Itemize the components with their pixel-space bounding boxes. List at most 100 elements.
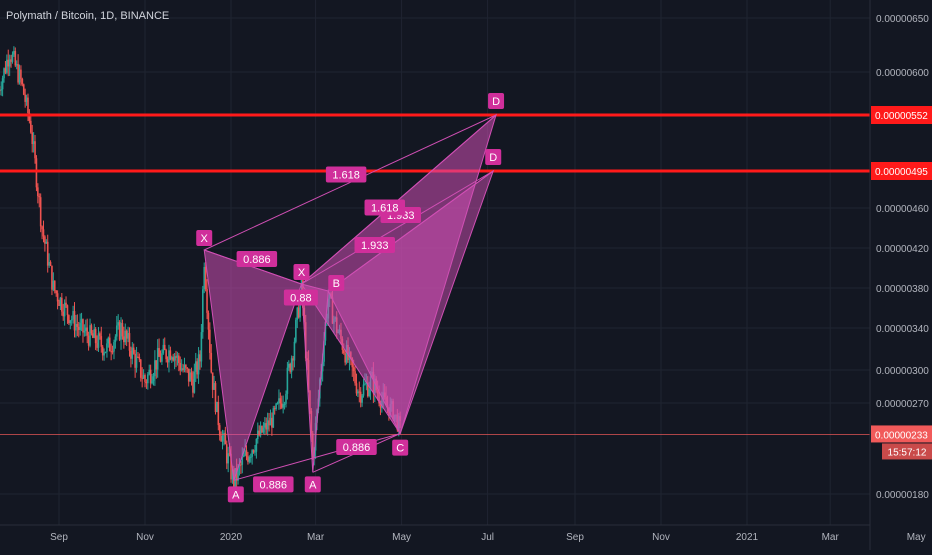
candle-body	[72, 311, 74, 320]
candle-body	[297, 307, 300, 318]
candle-body	[128, 333, 131, 351]
candle-body	[240, 464, 242, 466]
candle-body	[211, 372, 214, 390]
candle-body	[117, 322, 120, 326]
candle-body	[86, 327, 88, 336]
candle-body	[45, 241, 48, 244]
candle-body	[379, 403, 382, 408]
price-axis-label: 0.00000300	[876, 366, 929, 377]
candle-body	[152, 376, 155, 381]
candle-body	[116, 325, 118, 337]
candle-body	[92, 333, 94, 338]
candle-body	[10, 59, 12, 62]
pattern-ratio-label-bg	[283, 289, 318, 306]
candle-body	[62, 311, 65, 317]
harmonic-patterns[interactable]: X A X B A C D D 0.886 0.886 0.88 0.886 1.618 1.933 1.6…	[196, 93, 505, 503]
candle-body	[68, 315, 70, 324]
pattern2-bd-line	[327, 170, 494, 292]
time-axis-label: Sep	[566, 532, 584, 543]
pattern-point-label-bg	[304, 476, 321, 493]
pattern-point-label-bg	[328, 275, 345, 291]
candle-body	[192, 379, 194, 393]
candle-body	[248, 457, 251, 462]
candle-body	[124, 330, 127, 343]
candle-body	[199, 354, 201, 362]
candle-body	[18, 69, 21, 83]
candle-body	[182, 368, 184, 371]
candle-body	[127, 333, 129, 339]
candle-body	[275, 403, 277, 409]
candle-body	[151, 380, 153, 384]
candle-body	[59, 297, 62, 306]
price-axis-label: 0.00000380	[876, 284, 929, 295]
candle-body	[6, 59, 8, 73]
pattern-ratio-label-bg	[325, 166, 367, 183]
candle-body	[203, 266, 206, 290]
current-price-tag	[871, 425, 932, 443]
candle-body	[51, 265, 53, 290]
candle-body	[125, 330, 128, 339]
candle-body	[149, 369, 152, 384]
candle-body	[27, 97, 29, 114]
candle-body	[207, 312, 210, 330]
time-axis-label: May	[392, 532, 411, 543]
candle-body	[323, 340, 325, 362]
candle-body	[34, 141, 36, 159]
candle-body	[1, 78, 4, 90]
candle-body	[283, 403, 286, 405]
candle-body	[76, 324, 79, 327]
pattern-ratio-label-bg	[336, 438, 377, 455]
price-axis[interactable]: 0.00000650 0.00000600 0.00000460 0.00000420…	[869, 0, 932, 550]
candle-body	[290, 358, 293, 372]
candle-body	[22, 84, 25, 95]
candle-body	[118, 322, 121, 340]
candle-body	[231, 469, 234, 480]
candle-body	[241, 456, 244, 465]
level-price-label: 0.00000552	[875, 111, 928, 122]
candle-body	[242, 455, 245, 457]
pattern-ratio-label-bg	[354, 237, 396, 253]
candle-body	[214, 383, 217, 413]
price-axis-label: 0.00000460	[876, 204, 929, 215]
time-axis[interactable]: Sep Nov 2020 Mar May Jul Sep Nov 2021 Mar May	[0, 524, 926, 543]
candle-body	[84, 327, 87, 331]
price-axis-bg	[870, 0, 932, 550]
candle-body	[247, 456, 249, 462]
candle-body	[259, 425, 262, 436]
candle-body	[210, 352, 213, 373]
candle-body	[286, 367, 289, 394]
pattern2-xab[interactable]	[300, 283, 329, 473]
candle-body	[132, 347, 135, 354]
pattern-ratio-label: 0.886	[343, 442, 371, 454]
level-price-tag	[871, 162, 932, 180]
candle-body	[262, 427, 265, 433]
price-axis-label: 0.00000180	[876, 490, 929, 501]
pattern-ratio-label-bg	[236, 251, 278, 267]
candle-body	[135, 356, 138, 368]
candle-body	[178, 355, 180, 363]
pattern-point-label-bg	[196, 230, 213, 246]
candle-body	[173, 356, 176, 361]
candle-body	[52, 280, 55, 290]
time-axis-label: Mar	[822, 532, 840, 543]
candle-body	[221, 435, 224, 442]
candle-body	[299, 296, 301, 318]
candle-body	[134, 353, 136, 368]
candle-body	[21, 78, 24, 85]
candle-body	[228, 453, 231, 455]
candle-body	[268, 420, 270, 426]
candle-body	[200, 332, 203, 362]
candle-body	[189, 372, 191, 382]
candle-body	[351, 357, 354, 368]
candle-body	[244, 450, 246, 456]
candle-body	[168, 350, 170, 363]
time-axis-label: 2021	[736, 532, 759, 543]
candle-body	[154, 360, 156, 377]
candle-body	[35, 158, 38, 188]
candle-body	[216, 401, 218, 413]
candle-body	[273, 408, 276, 410]
candle-body	[213, 383, 215, 390]
candle-body	[254, 451, 256, 453]
